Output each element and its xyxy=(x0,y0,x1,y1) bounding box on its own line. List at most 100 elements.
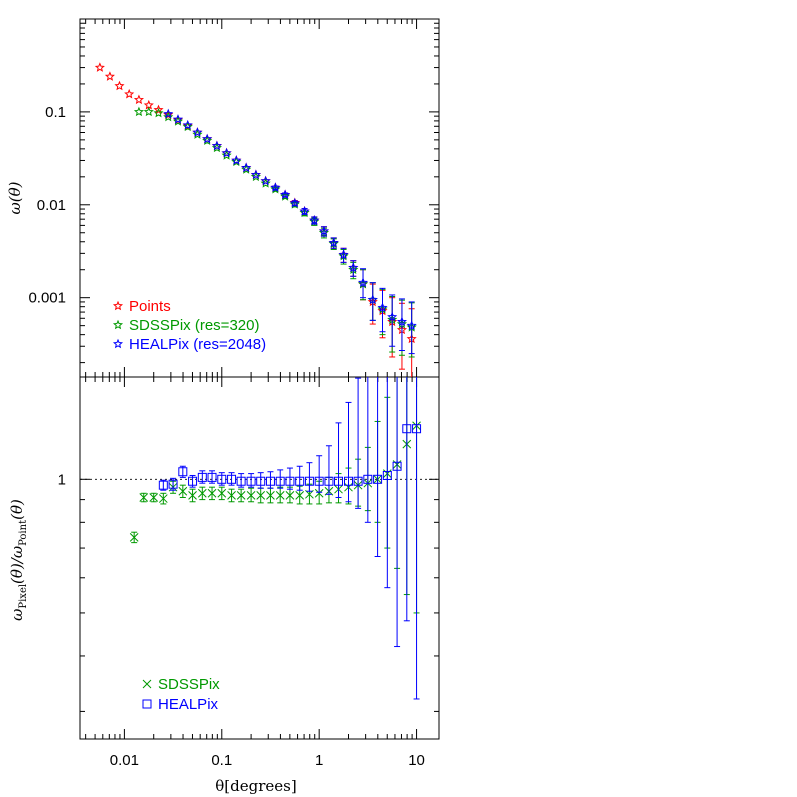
legend-marker xyxy=(112,300,124,311)
top-panel-data xyxy=(94,62,417,377)
data-point xyxy=(285,476,295,486)
data-point xyxy=(382,470,392,480)
data-point xyxy=(363,474,373,484)
legend-label: HEALPix xyxy=(158,696,219,713)
data-point xyxy=(236,476,246,486)
top-ylabel: ω(θ) xyxy=(6,181,24,214)
bottom-panel-data xyxy=(129,377,422,700)
data-point xyxy=(304,476,314,486)
data-point xyxy=(357,277,369,287)
data-point xyxy=(231,155,242,165)
data-point xyxy=(334,476,344,486)
data-point xyxy=(197,472,207,482)
data-point xyxy=(182,121,193,132)
data-point xyxy=(197,488,207,498)
data-point xyxy=(309,215,320,225)
data-point xyxy=(246,476,256,486)
data-point xyxy=(172,116,184,126)
bottom-ylabel-theta-end: (θ) xyxy=(8,499,26,520)
data-point xyxy=(289,197,300,208)
data-point xyxy=(178,467,188,477)
bottom-ylabel-sub-den: Point xyxy=(18,520,29,546)
data-point xyxy=(246,491,256,500)
data-point xyxy=(192,129,203,139)
bottom-xlabel: θ[degrees] xyxy=(215,777,296,795)
data-point xyxy=(188,476,198,486)
data-point xyxy=(314,488,324,498)
bottom-legend: SDSSPix HEALPix xyxy=(142,676,220,713)
data-point xyxy=(250,171,261,182)
data-point xyxy=(153,104,164,115)
data-point xyxy=(163,111,174,122)
legend-marker xyxy=(112,338,124,349)
data-point xyxy=(94,62,105,72)
data-point xyxy=(139,493,149,502)
bottom-panel-ticks: 0.01 0.1 1 10 1 xyxy=(58,377,439,769)
bottom-ylabel-sub-num: Pixel xyxy=(18,584,29,609)
data-point xyxy=(412,424,422,434)
data-point xyxy=(158,494,168,503)
data-point xyxy=(318,225,330,236)
x-tick-label: 0.1 xyxy=(211,752,232,769)
data-point xyxy=(192,127,203,137)
data-point xyxy=(133,94,144,105)
data-point xyxy=(256,491,266,500)
data-point xyxy=(270,183,281,194)
data-point xyxy=(217,488,227,498)
data-point xyxy=(211,140,222,151)
data-point xyxy=(270,182,281,192)
legend-label: SDSSPix xyxy=(158,676,220,693)
data-point xyxy=(353,476,363,486)
data-point xyxy=(182,119,193,130)
data-point xyxy=(217,474,227,484)
data-point xyxy=(367,294,378,305)
data-point xyxy=(260,175,271,186)
data-point xyxy=(402,424,412,434)
data-point xyxy=(143,106,154,117)
data-point xyxy=(236,491,246,500)
data-point xyxy=(221,147,232,158)
data-point xyxy=(124,88,135,99)
bottom-ylabel-omega: ω xyxy=(8,609,26,621)
data-point xyxy=(406,320,417,330)
x-tick-label: 1 xyxy=(315,752,323,769)
data-point xyxy=(149,493,159,502)
legend-marker xyxy=(142,699,152,709)
data-point xyxy=(250,169,261,180)
data-point xyxy=(275,476,285,486)
data-point xyxy=(373,474,383,484)
data-point xyxy=(260,178,271,188)
legend-marker xyxy=(112,319,124,330)
data-point xyxy=(314,476,324,486)
legend-marker xyxy=(142,679,152,689)
data-point xyxy=(207,472,217,482)
data-point xyxy=(324,476,334,486)
data-point xyxy=(280,189,291,200)
data-point xyxy=(153,107,164,118)
series-healpix xyxy=(158,377,422,700)
x-tick-label: 10 xyxy=(408,752,425,769)
data-point xyxy=(285,491,295,500)
data-point xyxy=(392,461,402,471)
bottom-ylabel: ωPixel(θ)/ωPoint(θ) xyxy=(8,499,29,621)
data-point xyxy=(211,142,222,153)
data-point xyxy=(396,316,407,327)
data-point xyxy=(188,491,197,500)
series-sdsspix xyxy=(129,377,421,614)
y-tick-label: 1 xyxy=(58,471,66,488)
legend-label: HEALPix (res=2048) xyxy=(129,336,266,353)
data-point xyxy=(338,249,349,260)
y-tick-label: 0.001 xyxy=(28,290,66,307)
data-point xyxy=(158,480,168,490)
series-healpix xyxy=(163,108,417,355)
legend-label: SDSSPix (res=320) xyxy=(129,317,259,334)
top-panel-ticks: 0.1 0.01 0.001 xyxy=(28,18,439,377)
data-point xyxy=(265,476,275,486)
data-point xyxy=(241,164,252,174)
bottom-panel-frame xyxy=(79,376,440,740)
data-point xyxy=(133,106,144,117)
data-point xyxy=(275,491,285,500)
data-point xyxy=(168,479,178,489)
data-point xyxy=(299,206,310,216)
y-tick-label: 0.1 xyxy=(45,104,66,121)
